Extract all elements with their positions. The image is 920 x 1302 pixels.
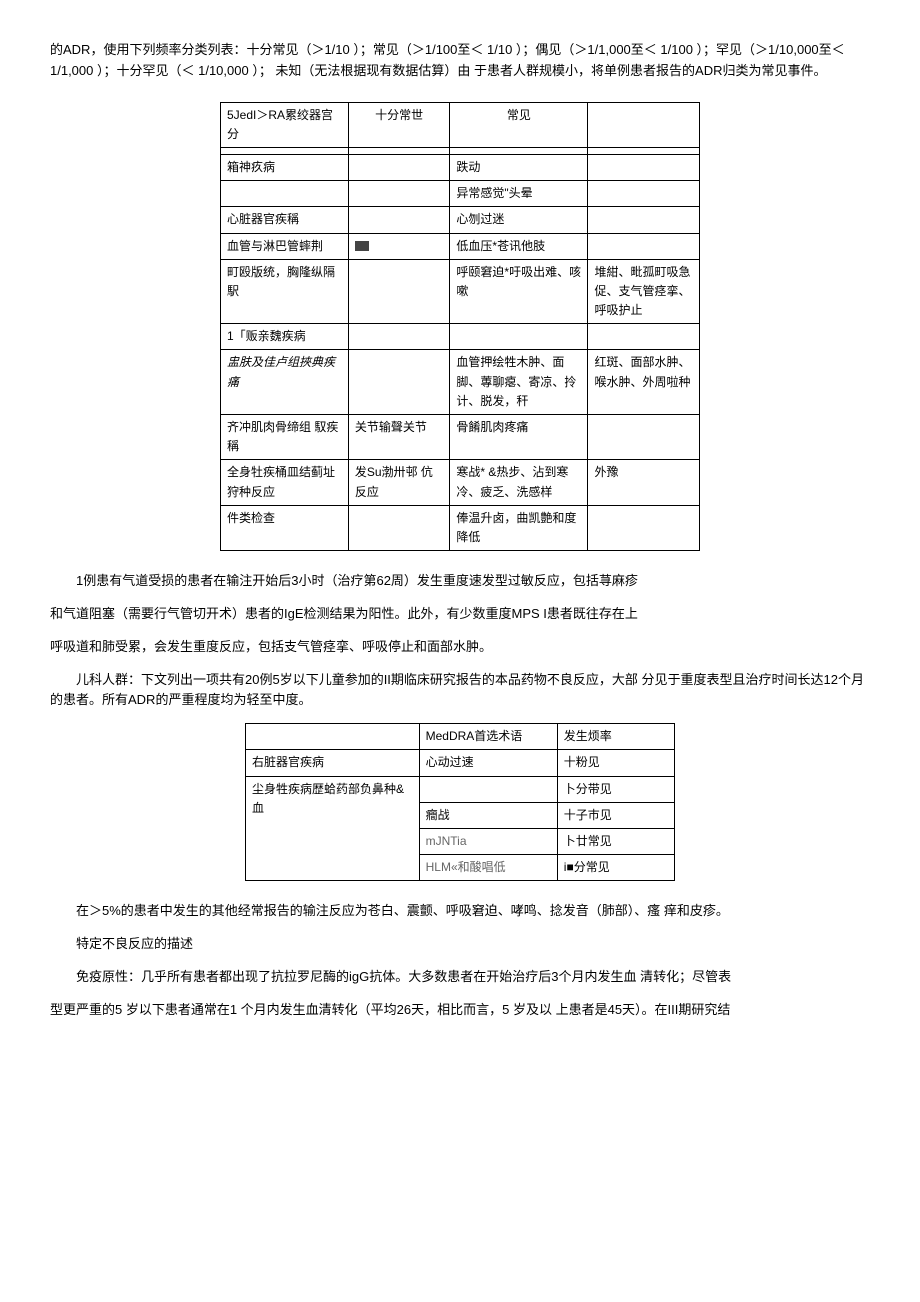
cell: 1「贩亲魏疾病: [221, 324, 349, 350]
table-header-row: 5JedI＞RA累绞器宫分 十分常世 常见: [221, 102, 700, 147]
table-row: 箱神疚病 跌动: [221, 154, 700, 180]
cell: 寒战* &热步、沾到寒冷、疲乏、洗感样: [450, 460, 588, 505]
table-row: 齐冲肌肉骨缔组 馭疾稱关节输聲关节骨餚肌肉疼痛: [221, 415, 700, 460]
cell: 癎战: [419, 802, 557, 828]
intro-paragraph: 的ADR，使用下列频率分类列表：十分常见（＞1/10 ）；常见（＞1/100至＜…: [50, 40, 870, 82]
paragraph-6: 特定不良反应的描述: [50, 934, 870, 955]
paragraph-8: 型更严重的5 岁以下患者通常在1 个月内发生血清转化（平均26天，相比而言，5 …: [50, 1000, 870, 1021]
cell: [348, 154, 450, 180]
cell: 町殴版统，胸隆纵隔駅: [221, 259, 349, 324]
table-row: [221, 147, 700, 154]
cell: 心脏器官疾稱: [221, 207, 349, 233]
cell: 心刎过迷: [450, 207, 588, 233]
cell: 红斑、面部水肿、喉水肿、外周啦种: [588, 350, 700, 415]
table-row: 心脏器官疾稱 心刎过迷: [221, 207, 700, 233]
cell: [588, 415, 700, 460]
cell: 卜廿常见: [557, 828, 674, 854]
cell: i■分常见: [557, 855, 674, 881]
table-row: 件类检查 俸温升卤，曲凯艶和度降低: [221, 505, 700, 550]
cell: 卜分带见: [557, 776, 674, 802]
cell: [348, 233, 450, 259]
th-organ: 5JedI＞RA累绞器宫分: [221, 102, 349, 147]
cell: [348, 147, 450, 154]
cell: [450, 147, 588, 154]
paragraph-7: 免疫原性：几乎所有患者都出现了抗拉罗尼酶的igG抗体。大多数患者在开始治疗后3个…: [50, 967, 870, 988]
table-header-row: MedDRA首选术语 发生烦率: [246, 724, 675, 750]
cell: mJNTia: [419, 828, 557, 854]
black-square-icon: [355, 241, 369, 251]
table-row: 盅肤及佳卢组挾典疾痛 血管押绘牲木肿、面脚、蓴聊瘪、寄凉、拎计、脱发，秆红斑、面部…: [221, 350, 700, 415]
cell: [348, 324, 450, 350]
cell: [588, 324, 700, 350]
cell: [221, 181, 349, 207]
cell: [588, 207, 700, 233]
cell: 呼颐窘迫*吁吸出难、咳嗽: [450, 259, 588, 324]
table-row: 尘身牲疾病歴蛤药部负鼻种&血 卜分带见: [246, 776, 675, 802]
cell: 件类检查: [221, 505, 349, 550]
cell: 十子巿见: [557, 802, 674, 828]
paragraph-2: 和气道阻塞（需要行气管切开术）患者的IgE检测结果为阳性。此外，有少数重度MPS…: [50, 604, 870, 625]
cell: [221, 147, 349, 154]
cell: 全身牡疾桶皿结蓟址 狩种反应: [221, 460, 349, 505]
adr-table-2: MedDRA首选术语 发生烦率 右脏器官疾病 心动过速 十粉见 尘身牲疾病歴蛤药…: [245, 723, 675, 881]
cell: [588, 147, 700, 154]
cell: [588, 154, 700, 180]
th-meddra: MedDRA首选术语: [419, 724, 557, 750]
cell: 关节输聲关节: [348, 415, 450, 460]
cell: 血管押绘牲木肿、面脚、蓴聊瘪、寄凉、拎计、脱发，秆: [450, 350, 588, 415]
th-common: 常见: [450, 102, 588, 147]
th-very-common: 十分常世: [348, 102, 450, 147]
cell: 发Su渤卅邨 伉反应: [348, 460, 450, 505]
paragraph-5: 在＞5%的患者中发生的其他经常报告的输注反应为苍白、震颤、呼吸窘迫、哮鸣、捻发音…: [50, 901, 870, 922]
cell: [588, 181, 700, 207]
table-row: 全身牡疾桶皿结蓟址 狩种反应发Su渤卅邨 伉反应寒战* &热步、沾到寒冷、疲乏、…: [221, 460, 700, 505]
table-row: 1「贩亲魏疾病: [221, 324, 700, 350]
cell: [348, 207, 450, 233]
cell: HLM«和酸唱低: [419, 855, 557, 881]
cell: 跌动: [450, 154, 588, 180]
cell: [348, 350, 450, 415]
th-freq: 发生烦率: [557, 724, 674, 750]
cell: 俸温升卤，曲凯艶和度降低: [450, 505, 588, 550]
adr-table-1: 5JedI＞RA累绞器宫分 十分常世 常见 箱神疚病 跌动 异常感觉"头晕 心脏器…: [220, 102, 700, 552]
cell: 堆紺、毗孤町吸急促、支气管痉挛、呼吸护止: [588, 259, 700, 324]
cell: [348, 181, 450, 207]
cell: 盅肤及佳卢组挾典疾痛: [221, 350, 349, 415]
cell: [419, 776, 557, 802]
cell: 心动过速: [419, 750, 557, 776]
paragraph-1: 1例患有气道受损的患者在输注开始后3小时（治疗第62周）发生重度速发型过敏反应，…: [50, 571, 870, 592]
table-row: 町殴版统，胸隆纵隔駅 呼颐窘迫*吁吸出难、咳嗽堆紺、毗孤町吸急促、支气管痉挛、呼吸…: [221, 259, 700, 324]
cell: 血管与淋巴管蟀荆: [221, 233, 349, 259]
th-extra: [588, 102, 700, 147]
cell: [588, 505, 700, 550]
cell: 齐冲肌肉骨缔组 馭疾稱: [221, 415, 349, 460]
cell: [450, 324, 588, 350]
table-row: 右脏器官疾病 心动过速 十粉见: [246, 750, 675, 776]
cell: 外豫: [588, 460, 700, 505]
cell: [348, 505, 450, 550]
cell: 异常感觉"头晕: [450, 181, 588, 207]
paragraph-3: 呼吸道和肺受累，会发生重度反应，包括支气管痉挛、呼吸停止和面部水肿。: [50, 637, 870, 658]
cell: [588, 233, 700, 259]
cell: 箱神疚病: [221, 154, 349, 180]
cell: 右脏器官疾病: [246, 750, 420, 776]
cell: 低血压*苍讯他肢: [450, 233, 588, 259]
cell: 尘身牲疾病歴蛤药部负鼻种&血: [246, 776, 420, 881]
cell: 十粉见: [557, 750, 674, 776]
cell: 骨餚肌肉疼痛: [450, 415, 588, 460]
th-c1: [246, 724, 420, 750]
table-row: 异常感觉"头晕: [221, 181, 700, 207]
cell: [348, 259, 450, 324]
paragraph-4: 儿科人群：下文列出一项共有20例5岁以下儿童参加的II期临床研究报告的本品药物不…: [50, 670, 870, 712]
table-row: 血管与淋巴管蟀荆 低血压*苍讯他肢: [221, 233, 700, 259]
